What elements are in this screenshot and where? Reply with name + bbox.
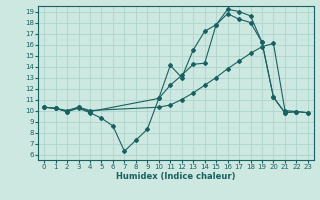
X-axis label: Humidex (Indice chaleur): Humidex (Indice chaleur): [116, 172, 236, 181]
